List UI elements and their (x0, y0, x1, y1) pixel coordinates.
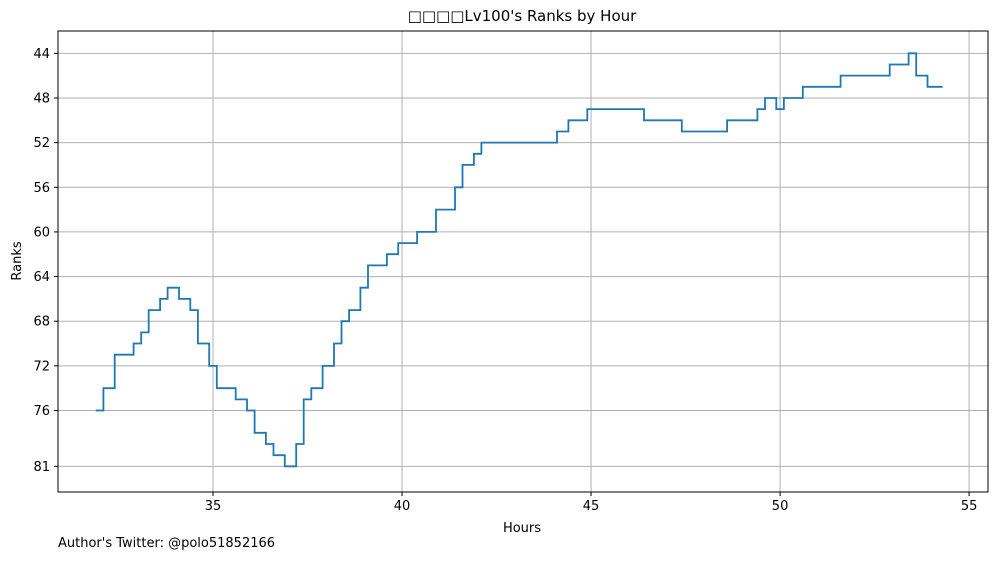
plot-frame (57, 30, 989, 493)
x-tick-label: 35 (205, 499, 222, 514)
y-tick-label: 52 (33, 136, 50, 151)
rank-step-line (95, 52, 943, 468)
y-tick-label: 60 (33, 225, 50, 240)
tick-layer: 35 40 45 50 55 44 48 52 56 60 64 68 72 76 81 (33, 47, 977, 514)
x-tick-label: 45 (583, 499, 600, 514)
x-tick-label: 55 (961, 499, 978, 514)
y-tick-label: 48 (33, 91, 50, 106)
chart-title: □□□□Lv100's Ranks by Hour (408, 7, 637, 25)
y-tick-label: 76 (33, 404, 50, 419)
y-tick-label: 64 (33, 270, 50, 285)
y-tick-label: 81 (33, 460, 50, 475)
y-tick-label: 72 (33, 359, 50, 374)
grid (58, 31, 988, 492)
x-tick-label: 50 (772, 499, 789, 514)
y-tick-label: 56 (33, 181, 50, 196)
y-axis-label: Ranks (10, 241, 25, 280)
y-tick-label: 44 (33, 47, 50, 62)
x-axis-label: Hours (503, 521, 541, 536)
author-credit: Author's Twitter: @polo51852166 (58, 536, 276, 551)
series-layer (95, 52, 943, 468)
y-tick-label: 68 (33, 315, 50, 330)
x-tick-label: 40 (394, 499, 411, 514)
